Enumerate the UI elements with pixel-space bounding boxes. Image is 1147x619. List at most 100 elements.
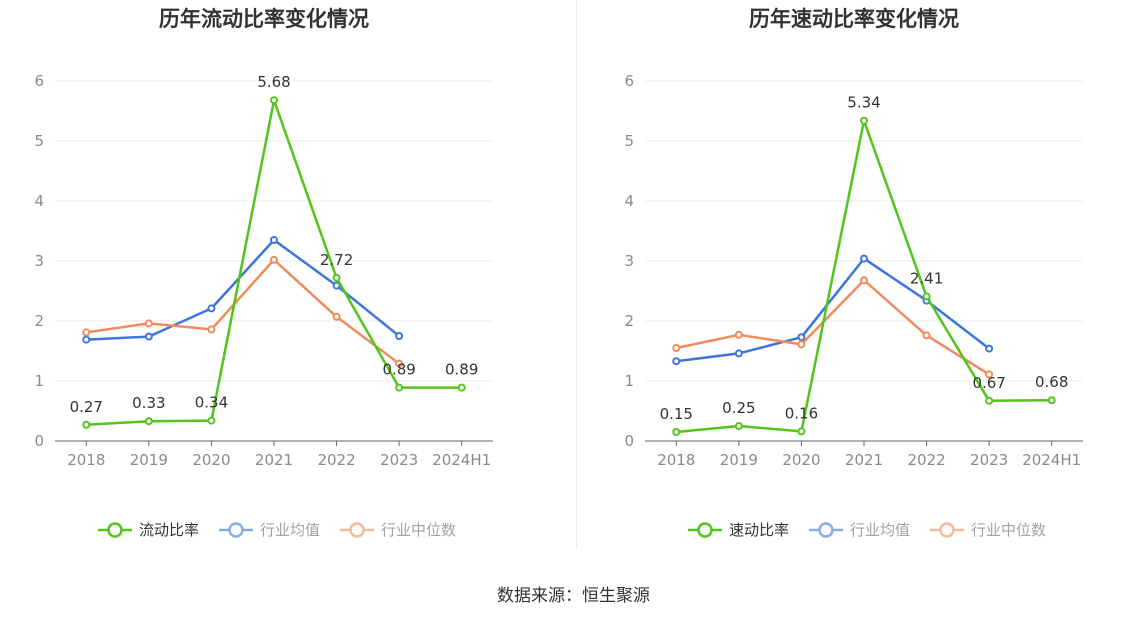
data-label: 0.15 bbox=[660, 405, 693, 423]
y-tick-label: 2 bbox=[624, 312, 634, 330]
y-tick-label: 6 bbox=[34, 72, 44, 90]
data-point[interactable] bbox=[860, 276, 868, 285]
x-tick-label: 2021 bbox=[845, 451, 883, 469]
data-point[interactable] bbox=[860, 116, 868, 125]
data-point[interactable] bbox=[457, 383, 466, 392]
data-point[interactable] bbox=[395, 359, 404, 368]
legend-label: 流动比率 bbox=[139, 521, 199, 539]
legend-item-1[interactable]: 行业均值 bbox=[219, 521, 320, 539]
data-point[interactable] bbox=[922, 331, 931, 340]
y-tick-label: 1 bbox=[34, 372, 44, 390]
x-tick-label: 2018 bbox=[67, 451, 105, 469]
data-point[interactable] bbox=[270, 236, 278, 244]
legend-item-0[interactable]: 流动比率 bbox=[98, 521, 199, 539]
data-point[interactable] bbox=[332, 281, 341, 290]
data-point[interactable] bbox=[985, 344, 994, 353]
data-point[interactable] bbox=[82, 335, 91, 344]
data-point[interactable] bbox=[734, 330, 743, 339]
data-point[interactable] bbox=[332, 312, 341, 321]
legend-label: 行业均值 bbox=[850, 521, 910, 539]
panel-divider bbox=[576, 0, 577, 548]
x-tick-label: 2020 bbox=[782, 451, 820, 469]
data-point[interactable] bbox=[797, 333, 806, 342]
x-tick-label: 2019 bbox=[130, 451, 168, 469]
data-label: 5.68 bbox=[257, 73, 290, 91]
data-label: 0.89 bbox=[445, 361, 478, 379]
data-point[interactable] bbox=[144, 319, 153, 328]
data-point[interactable] bbox=[207, 304, 216, 313]
data-point[interactable] bbox=[332, 273, 341, 282]
data-point[interactable] bbox=[270, 255, 278, 264]
data-label: 5.34 bbox=[847, 94, 880, 112]
data-point[interactable] bbox=[734, 349, 743, 358]
x-tick-label: 2019 bbox=[720, 451, 758, 469]
legend-label: 速动比率 bbox=[729, 521, 789, 539]
x-tick-label: 2023 bbox=[970, 451, 1008, 469]
legend-marker bbox=[107, 522, 123, 538]
y-tick-label: 5 bbox=[34, 132, 44, 150]
x-tick-label: 2023 bbox=[380, 451, 418, 469]
quick-ratio-series-line-2 bbox=[676, 278, 990, 376]
x-tick-label: 2024H1 bbox=[1022, 451, 1081, 469]
data-point[interactable] bbox=[797, 340, 806, 349]
quick-ratio-series-line-1 bbox=[676, 257, 990, 363]
quick-ratio-chart-title: 历年速动比率变化情况 bbox=[749, 7, 959, 31]
legend-item-2[interactable]: 行业中位数 bbox=[340, 521, 456, 539]
data-point[interactable] bbox=[672, 357, 681, 366]
x-tick-label: 2020 bbox=[192, 451, 230, 469]
legend-label: 行业中位数 bbox=[381, 521, 456, 539]
legend-item-2[interactable]: 行业中位数 bbox=[930, 521, 1046, 539]
x-tick-label: 2024H1 bbox=[432, 451, 491, 469]
data-point[interactable] bbox=[922, 292, 931, 301]
legend-label: 行业均值 bbox=[260, 521, 320, 539]
legend-label: 行业中位数 bbox=[971, 521, 1046, 539]
quick-ratio-chart: 历年速动比率变化情况 0 1 2 3 4 5 6 2018 2019 2020 2021 2022 202… bbox=[624, 7, 1083, 539]
legend-marker bbox=[228, 522, 244, 538]
data-point[interactable] bbox=[985, 370, 994, 379]
y-tick-label: 5 bbox=[624, 132, 634, 150]
data-label: 2.41 bbox=[910, 269, 943, 287]
data-point[interactable] bbox=[82, 328, 91, 337]
x-tick-label: 2022 bbox=[317, 451, 355, 469]
legend-marker bbox=[939, 522, 955, 538]
data-label: 0.16 bbox=[785, 404, 818, 422]
data-point[interactable] bbox=[207, 416, 216, 425]
data-label: 0.33 bbox=[132, 394, 165, 412]
data-point[interactable] bbox=[1047, 396, 1056, 405]
data-label: 0.67 bbox=[972, 374, 1005, 392]
data-point[interactable] bbox=[207, 325, 216, 334]
data-point[interactable] bbox=[672, 428, 681, 436]
data-source-note: 数据来源：恒生聚源 bbox=[497, 586, 650, 606]
data-point[interactable] bbox=[734, 422, 743, 430]
data-point[interactable] bbox=[82, 420, 91, 429]
data-label: 0.68 bbox=[1035, 373, 1068, 391]
current-ratio-chart: 历年流动比率变化情况 0 1 2 3 4 5 6 2018 2019 2020 2021 2022 202… bbox=[34, 7, 493, 539]
x-tick-label: 2018 bbox=[657, 451, 695, 469]
data-point[interactable] bbox=[797, 427, 806, 436]
legend-marker bbox=[349, 522, 365, 538]
data-point[interactable] bbox=[672, 344, 681, 352]
y-tick-label: 2 bbox=[34, 312, 44, 330]
y-tick-label: 3 bbox=[34, 252, 44, 270]
data-label: 0.34 bbox=[195, 394, 228, 412]
y-tick-label: 0 bbox=[624, 432, 634, 450]
left-chart-panel: 历年流动比率变化情况 0 1 2 3 4 5 6 2018 2019 2020 2021 2022 202… bbox=[0, 0, 573, 560]
current-ratio-series-line-2 bbox=[86, 258, 400, 365]
data-point[interactable] bbox=[395, 383, 404, 392]
data-point[interactable] bbox=[270, 96, 278, 105]
data-point[interactable] bbox=[860, 254, 868, 263]
x-tick-label: 2022 bbox=[907, 451, 945, 469]
legend-item-1[interactable]: 行业均值 bbox=[809, 521, 910, 539]
legend-marker bbox=[818, 522, 834, 538]
y-tick-label: 6 bbox=[624, 72, 634, 90]
data-point[interactable] bbox=[395, 332, 404, 340]
data-point[interactable] bbox=[144, 332, 153, 341]
data-point[interactable] bbox=[144, 417, 153, 426]
y-tick-label: 4 bbox=[34, 192, 44, 210]
data-label: 2.72 bbox=[320, 251, 353, 269]
y-tick-label: 1 bbox=[624, 372, 634, 390]
current-ratio-chart-title: 历年流动比率变化情况 bbox=[159, 7, 369, 31]
data-point[interactable] bbox=[985, 396, 994, 405]
legend-item-0[interactable]: 速动比率 bbox=[688, 521, 789, 539]
y-tick-label: 0 bbox=[34, 432, 44, 450]
